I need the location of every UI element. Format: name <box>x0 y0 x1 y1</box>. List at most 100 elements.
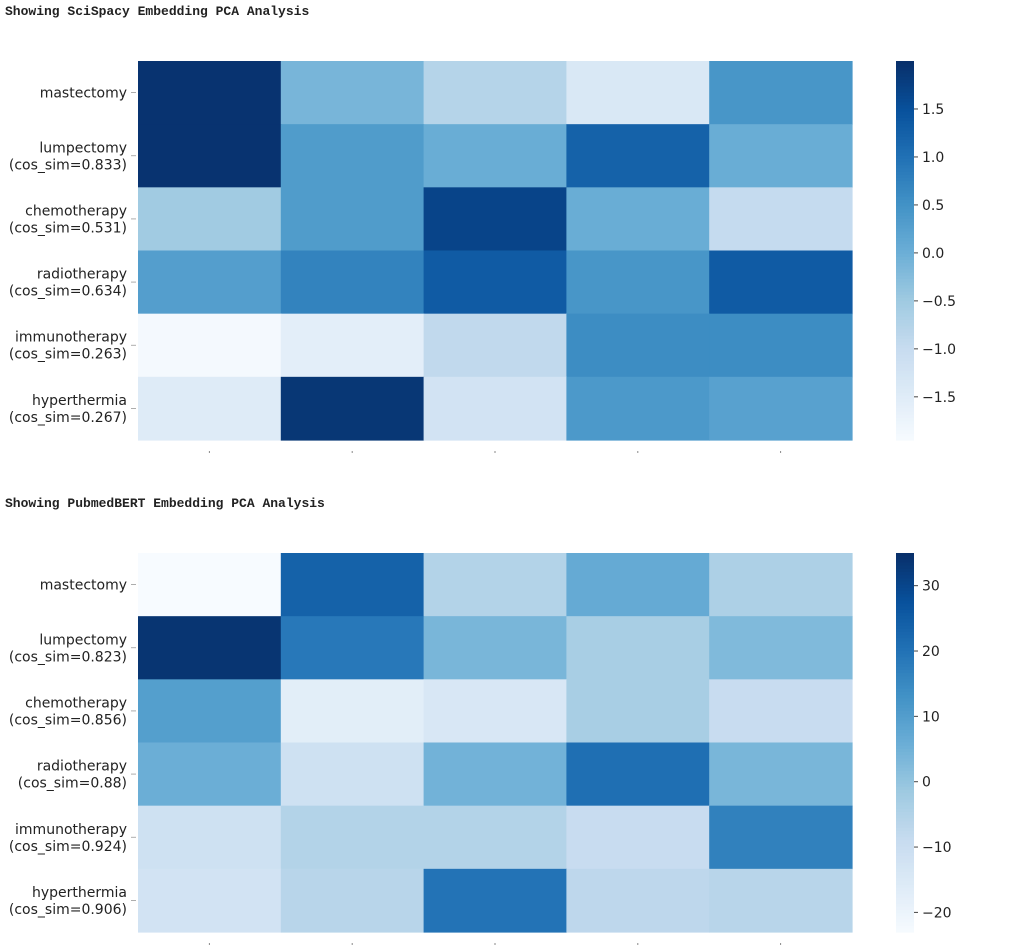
colorbar-segment <box>896 657 914 661</box>
colorbar-segment <box>896 761 914 766</box>
colorbar-segment <box>896 411 914 416</box>
colorbar-segment <box>896 856 914 860</box>
colorbar-segment <box>896 105 914 109</box>
heatmap-cell-r3-c1 <box>280 250 425 315</box>
colorbar-segment <box>896 846 914 851</box>
colorbar-segment <box>896 739 914 744</box>
colorbar-segment <box>896 225 914 229</box>
colorbar-segment <box>896 408 914 413</box>
colorbar-segment <box>896 92 914 97</box>
colorbar-segment <box>896 193 914 198</box>
colorbar-segment <box>896 871 914 876</box>
colorbar-segment <box>896 628 914 633</box>
heatmap-cell-r2-c0 <box>138 679 282 744</box>
colorbar-segment <box>896 843 914 848</box>
colorbar-segment <box>896 774 914 778</box>
heatmap-cell-r0-c3 <box>566 61 710 125</box>
colorbar-segment <box>896 130 914 135</box>
colorbar-segment <box>896 733 914 737</box>
colorbar-segment <box>896 190 914 195</box>
heatmap-cell-r1-c4 <box>709 616 853 680</box>
colorbar-segment <box>896 824 914 829</box>
heatmap-cell-r0-c3 <box>566 553 710 617</box>
colorbar-tick-label: 30 <box>922 579 940 595</box>
colorbar-segment <box>896 177 914 182</box>
colorbar-segment <box>896 827 914 832</box>
colorbar-segment <box>896 748 914 753</box>
colorbar-segment <box>896 168 914 173</box>
heatmap-cell-r1-c1 <box>280 124 425 188</box>
colorbar-segment <box>896 215 914 220</box>
colorbar-segment <box>896 707 914 712</box>
row-label: immunotherapy (cos_sim=0.924) <box>9 822 127 855</box>
colorbar-segment <box>896 660 914 665</box>
colorbar-segment <box>896 285 914 289</box>
colorbar-segment <box>896 436 914 441</box>
heatmap-cell-r3-c3 <box>566 742 710 807</box>
colorbar-segment <box>896 417 914 422</box>
colorbar-segment <box>896 338 914 343</box>
colorbar-segment <box>896 263 914 267</box>
row-label: hyperthermia (cos_sim=0.267) <box>9 393 127 426</box>
heatmap-cell-r3-c3 <box>566 250 710 315</box>
colorbar-segment <box>896 830 914 835</box>
colorbar-segment <box>896 313 914 318</box>
colorbar-segment <box>896 701 914 706</box>
colorbar-segment <box>896 663 914 668</box>
heatmap-cell-r2-c4 <box>709 187 853 252</box>
colorbar-segment <box>896 326 914 331</box>
colorbar-segment <box>896 370 914 375</box>
colorbar-segment <box>896 329 914 334</box>
colorbar-segment <box>896 386 914 391</box>
colorbar-segment <box>896 808 914 813</box>
colorbar-segment <box>896 584 914 589</box>
colorbar-segment <box>896 644 914 649</box>
colorbar-segment <box>896 922 914 927</box>
colorbar-segment <box>896 786 914 791</box>
colorbar-segment <box>896 332 914 337</box>
colorbar-segment <box>896 818 914 823</box>
heatmap-cell-r3-c0 <box>138 742 282 807</box>
heatmap-cell-r3-c4 <box>709 250 853 315</box>
colorbar-segment <box>896 685 914 690</box>
colorbar-segment <box>896 247 914 252</box>
colorbar-tick-label: 0.0 <box>922 246 944 262</box>
colorbar-segment <box>896 710 914 715</box>
colorbar-segment <box>896 111 914 116</box>
colorbar-segment <box>896 925 914 930</box>
colorbar-segment <box>896 903 914 908</box>
colorbar-segment <box>896 751 914 756</box>
heatmap-cell-r1-c0 <box>138 616 282 680</box>
colorbar-segment <box>896 881 914 886</box>
colorbar-segment <box>896 357 914 362</box>
colorbar-segment <box>896 691 914 696</box>
colorbar-segment <box>896 187 914 192</box>
heatmap-cell-r1-c4 <box>709 124 853 188</box>
colorbar-segment <box>896 679 914 684</box>
colorbar-segment <box>896 222 914 226</box>
colorbar-segment <box>896 625 914 630</box>
heatmap-cell-r1-c3 <box>566 616 710 680</box>
colorbar-segment <box>896 894 914 898</box>
colorbar-segment <box>896 729 914 734</box>
colorbar-segment <box>896 796 914 800</box>
colorbar-segment <box>896 133 914 138</box>
colorbar-segment <box>896 395 914 400</box>
colorbar-segment <box>896 367 914 372</box>
colorbar-segment <box>896 127 914 132</box>
heatmap-cell-r2-c2 <box>423 679 567 744</box>
colorbar-segment <box>896 900 914 905</box>
row-label: mastectomy <box>40 578 127 594</box>
heatmap-cell-r5-c4 <box>709 376 853 441</box>
colorbar-segment <box>896 622 914 627</box>
colorbar-segment <box>896 581 914 586</box>
colorbar-segment <box>896 673 914 677</box>
colorbar-segment <box>896 348 914 353</box>
colorbar-segment <box>896 301 914 305</box>
heatmap-cell-r4-c1 <box>280 313 425 378</box>
colorbar-segment <box>896 619 914 624</box>
colorbar-segment <box>896 666 914 671</box>
chart-title-pubmedbert: Showing PubmedBERT Embedding PCA Analysi… <box>5 496 325 511</box>
colorbar-segment <box>896 433 914 438</box>
colorbar-segment <box>896 379 914 384</box>
